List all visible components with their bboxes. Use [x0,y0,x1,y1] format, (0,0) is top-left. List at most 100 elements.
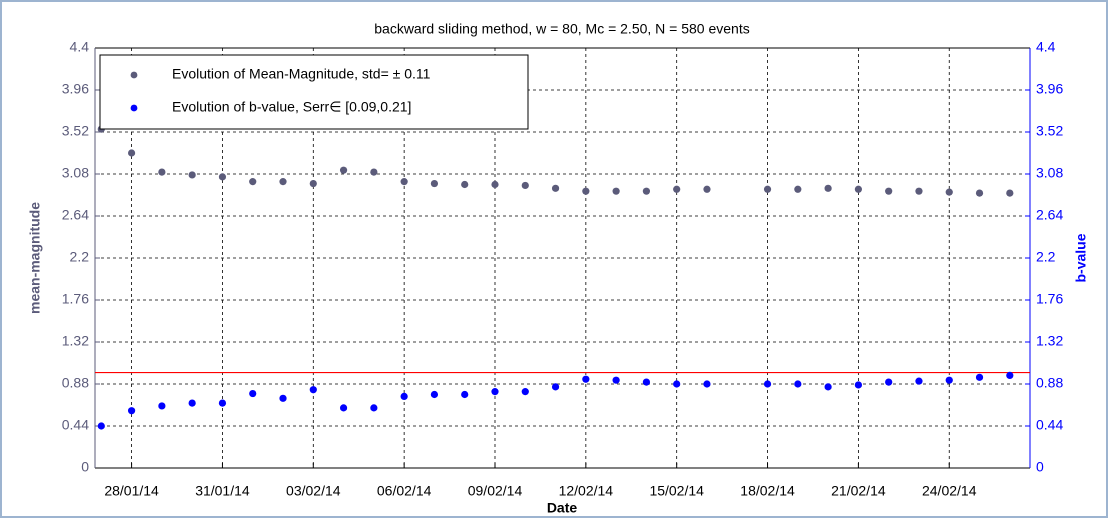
data-point [582,375,590,383]
data-point [642,378,651,386]
data-point [400,178,408,186]
legend-box [99,54,529,130]
data-point [521,388,529,396]
y2-axis-label: b-value [1073,233,1089,282]
y2-tick-label: 3.08 [1036,165,1063,181]
data-point [945,188,953,196]
legend-marker [130,71,138,79]
data-point [279,394,287,402]
y2-tick-label: 1.76 [1036,291,1063,307]
y-tick-label: 3.08 [62,165,89,181]
y2-tick-label: 3.96 [1036,81,1063,97]
data-point [612,376,620,384]
data-point [188,171,196,179]
y-tick-label: 2.2 [70,249,90,265]
data-point [703,185,711,193]
x-tick-label: 06/02/14 [377,483,432,499]
data-point [824,184,832,192]
y-tick-label: 0.88 [62,375,89,391]
data-point [491,388,499,396]
x-tick-label: 31/01/14 [195,483,250,499]
x-tick-label: 15/02/14 [649,483,704,499]
x-axis-label: Date [547,500,578,516]
data-point [612,187,620,195]
data-point [309,386,317,394]
data-point [673,185,681,193]
x-tick-label: 18/02/14 [740,483,795,499]
data-point [521,181,529,190]
data-point [794,185,802,193]
y2-tick-label: 2.64 [1036,207,1063,223]
data-point [370,168,378,176]
data-point [127,149,136,157]
data-point [461,390,469,399]
data-point [642,187,651,195]
y-tick-label: 3.96 [62,81,89,97]
y2-tick-label: 1.32 [1036,333,1063,349]
data-point [218,173,227,181]
y-tick-label: 1.32 [62,333,89,349]
data-point [975,189,984,197]
y-axis-label: mean-magnitude [27,202,43,314]
data-point [97,422,105,430]
data-point [188,399,196,407]
data-point [885,378,893,386]
y-tick-label: 1.76 [62,291,89,307]
y2-tick-label: 2.2 [1036,249,1056,265]
data-point [218,399,227,407]
y-tick-label: 3.52 [62,123,89,139]
data-point [885,187,893,195]
data-point [249,178,257,186]
data-point [339,404,348,412]
data-point [551,383,560,391]
data-point [400,392,408,401]
data-point [1006,189,1014,197]
data-point [158,402,166,410]
y2-tick-label: 0 [1036,459,1044,475]
data-point [854,381,862,389]
legend-marker [130,104,138,112]
data-point [430,179,439,188]
data-point [582,187,590,195]
data-point [824,383,832,391]
data-point [551,184,560,192]
data-point [309,179,317,188]
data-point [673,380,681,388]
data-point [491,180,499,189]
x-tick-label: 28/01/14 [104,483,159,499]
data-point [339,166,348,174]
data-point [1006,371,1014,380]
x-tick-label: 09/02/14 [468,483,523,499]
data-point [461,180,469,189]
data-point [279,178,287,186]
y-tick-label: 4.4 [70,39,90,55]
data-point [763,185,772,193]
data-point [854,185,862,193]
y2-tick-label: 0.44 [1036,417,1063,433]
y2-tick-label: 3.52 [1036,123,1063,139]
data-point [158,168,166,176]
y2-tick-label: 4.4 [1036,39,1056,55]
data-point [249,389,257,398]
data-point [127,407,136,415]
y-tick-label: 0 [81,459,89,475]
data-point [915,187,923,195]
data-point [430,390,439,399]
y2-tick-label: 0.88 [1036,375,1063,391]
x-tick-label: 03/02/14 [286,483,341,499]
legend-label: Evolution of b-value, Serr∈ [0.09,0.21] [172,99,411,115]
legend-label: Evolution of Mean-Magnitude, std= ± 0.11 [172,66,431,82]
data-point [370,404,378,412]
data-point [915,377,923,385]
y-tick-label: 2.64 [62,207,89,223]
x-tick-label: 12/02/14 [559,483,614,499]
data-point [703,380,711,388]
chart-title: backward sliding method, w = 80, Mc = 2.… [374,21,749,37]
x-tick-label: 24/02/14 [922,483,977,499]
data-point [945,376,953,384]
x-tick-label: 21/02/14 [831,483,886,499]
data-point [794,380,802,388]
data-point [763,380,772,388]
data-point [975,373,984,381]
